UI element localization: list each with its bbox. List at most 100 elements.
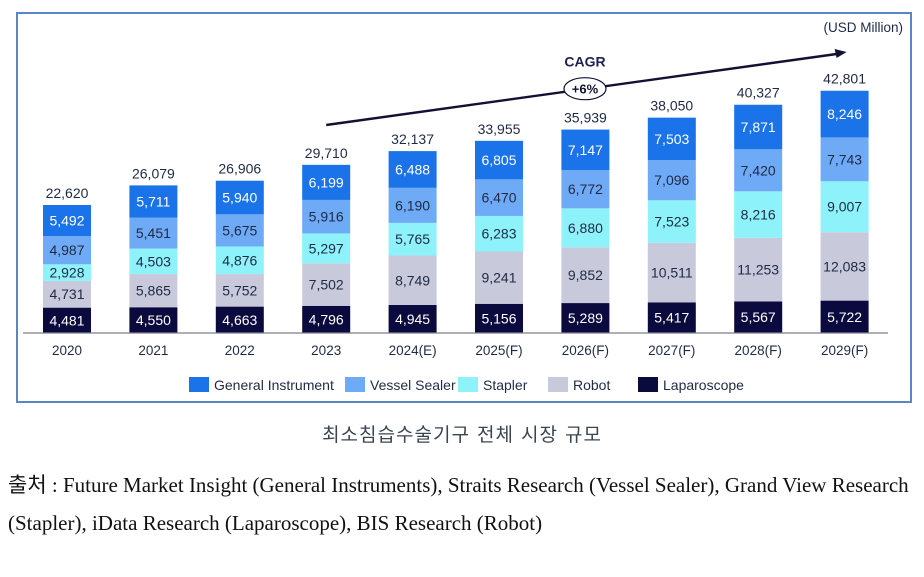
data-label: 2,928 [49, 265, 84, 281]
data-label: 7,523 [654, 214, 689, 230]
data-label: 5,865 [136, 283, 171, 299]
bar-segment-laparoscope [734, 301, 783, 333]
total-label: 22,620 [46, 185, 89, 201]
data-label: 6,470 [481, 190, 516, 206]
data-label: 4,796 [309, 311, 344, 327]
data-label: 5,675 [222, 222, 257, 238]
bar-segment-laparoscope [129, 307, 178, 333]
data-label: 5,711 [136, 194, 170, 210]
bar-segment-general-instrument [215, 180, 264, 215]
data-label: 4,731 [49, 286, 84, 302]
data-label: 5,451 [136, 225, 171, 241]
bar-segment-robot [302, 263, 351, 306]
data-label: 4,663 [222, 312, 257, 328]
bar-segment-robot [647, 242, 696, 303]
bar-segment-laparoscope [820, 300, 869, 333]
total-label: 35,939 [564, 110, 607, 126]
data-label: 12,083 [823, 258, 866, 274]
x-tick-label: 2023 [311, 343, 341, 358]
bar-segment-robot [215, 274, 264, 307]
bar-segment-vessel-sealer [388, 187, 437, 223]
bar-segment-laparoscope [215, 306, 264, 333]
bar-segment-stapler [820, 181, 869, 233]
bar-segment-stapler [647, 200, 696, 243]
total-label: 29,710 [305, 145, 348, 161]
bar-segment-laparoscope [43, 307, 91, 333]
data-label: 9,007 [827, 199, 862, 215]
data-label: 6,190 [395, 197, 430, 213]
bar-segment-laparoscope [647, 302, 696, 333]
data-label: 6,199 [309, 174, 344, 190]
bar-segment-general-instrument [475, 140, 523, 180]
bar-segment-vessel-sealer [129, 217, 178, 249]
total-label: 42,801 [823, 71, 866, 87]
bar-segment-stapler [475, 215, 523, 252]
x-tick-label: 2022 [225, 343, 255, 358]
bar-segment-stapler [388, 222, 437, 256]
total-label: 26,906 [218, 161, 261, 177]
legend-label: Vessel Sealer [370, 377, 456, 393]
data-label: 8,749 [395, 272, 430, 288]
bar-segment-vessel-sealer [820, 137, 869, 182]
bar-segment-laparoscope [561, 303, 610, 333]
data-label: 7,871 [741, 119, 776, 135]
data-label: 4,481 [49, 312, 84, 328]
data-label: 7,743 [827, 151, 862, 167]
bar-segment-robot [820, 232, 869, 301]
legend-label: Stapler [483, 377, 528, 393]
bar-segment-general-instrument [820, 90, 869, 138]
data-label: 4,503 [136, 253, 171, 269]
data-label: 7,096 [654, 172, 689, 188]
bar-segment-stapler [302, 233, 351, 264]
bar-segment-general-instrument [129, 185, 178, 218]
bar-segment-laparoscope [475, 303, 523, 333]
bar-segment-stapler [215, 246, 264, 275]
x-tick-label: 2025(F) [475, 343, 522, 358]
data-label: 10,511 [651, 265, 693, 281]
data-label: 5,297 [309, 240, 344, 256]
data-label: 4,987 [49, 242, 84, 258]
data-label: 6,805 [481, 152, 516, 168]
data-label: 7,503 [654, 131, 689, 147]
x-tick-label: 2021 [138, 343, 168, 358]
bar-segment-vessel-sealer [734, 149, 783, 192]
bar-segment-laparoscope [302, 305, 351, 333]
bar-segment-robot [129, 274, 178, 308]
total-label: 40,327 [737, 85, 780, 101]
data-label: 5,567 [741, 309, 776, 325]
data-label: 7,147 [568, 142, 603, 158]
bar-segment-laparoscope [388, 305, 437, 333]
bar-segment-general-instrument [647, 117, 696, 161]
bar-segment-stapler [129, 248, 178, 275]
bar-segment-vessel-sealer [43, 236, 91, 265]
bar-segment-vessel-sealer [475, 179, 523, 216]
bar-segment-general-instrument [734, 104, 783, 150]
bar-segment-general-instrument [43, 204, 91, 237]
x-tick-label: 2028(F) [735, 343, 782, 358]
data-label: 5,156 [481, 310, 516, 326]
bar-segment-robot [734, 237, 783, 302]
legend-swatch [189, 377, 209, 392]
data-label: 6,283 [481, 226, 516, 242]
data-label: 5,752 [222, 282, 257, 298]
legend-swatch [638, 377, 658, 392]
bar-segment-stapler [561, 208, 610, 248]
bar-segment-stapler [734, 191, 783, 238]
unit-label: (USD Million) [823, 20, 903, 35]
x-tick-label: 2029(F) [821, 343, 868, 358]
x-tick-label: 2024(E) [389, 343, 437, 358]
x-tick-label: 2027(F) [648, 343, 695, 358]
cagr-label: CAGR [564, 54, 605, 70]
data-label: 6,880 [568, 220, 603, 236]
data-label: 4,945 [395, 311, 430, 327]
cagr-value: +6% [572, 82, 599, 97]
bar-segment-robot [561, 247, 610, 304]
legend-swatch [345, 377, 365, 392]
data-label: 6,772 [568, 181, 603, 197]
total-label: 32,137 [391, 131, 434, 147]
data-label: 5,940 [222, 190, 257, 206]
bar-segment-robot [475, 251, 523, 304]
legend-swatch [548, 377, 568, 392]
data-label: 11,253 [737, 262, 779, 278]
bar-segment-general-instrument [561, 129, 610, 171]
